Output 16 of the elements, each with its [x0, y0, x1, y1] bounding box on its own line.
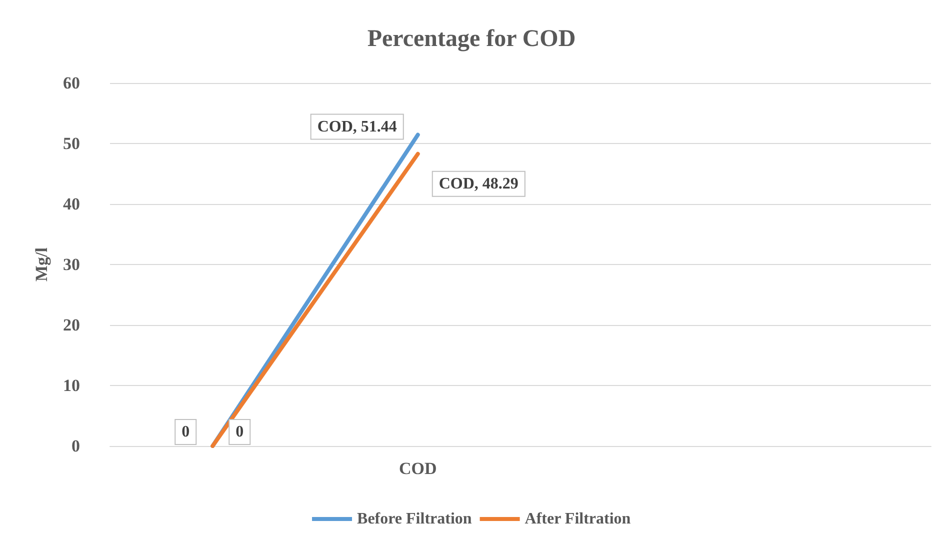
y-tick-label: 0 — [72, 436, 80, 456]
data-label: COD, 51.44 — [317, 118, 397, 136]
y-axis-title: Mg/l — [32, 247, 51, 282]
legend-label: Before Filtration — [357, 510, 472, 528]
y-tick-label: 60 — [63, 74, 80, 92]
legend-label: After Filtration — [524, 510, 631, 528]
data-label: 0 — [236, 424, 244, 440]
y-tick-label: 20 — [63, 316, 80, 334]
y-tick-label: 10 — [63, 376, 80, 395]
y-tick-label: 40 — [63, 194, 80, 214]
x-tick-label: COD — [398, 459, 437, 478]
data-label: 0 — [182, 424, 190, 440]
y-tick-label: 30 — [63, 255, 80, 274]
data-label: COD, 48.29 — [438, 175, 518, 192]
chart-title: Percentage for COD — [367, 26, 576, 52]
y-tick-label: 50 — [63, 134, 80, 153]
